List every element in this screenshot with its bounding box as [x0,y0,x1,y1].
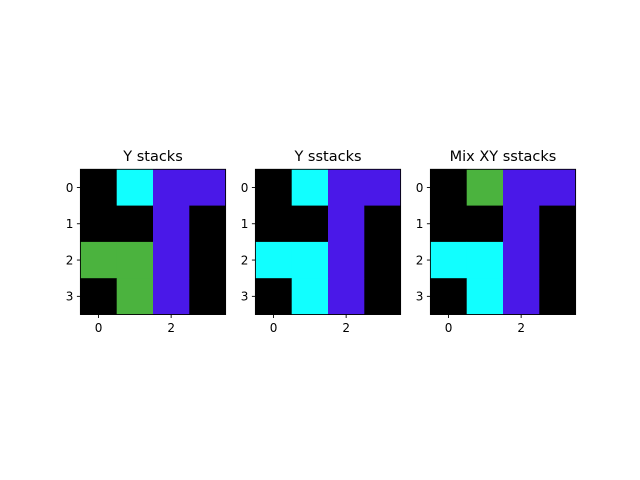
heatmap-cell [255,241,293,279]
heatmap-cell [189,205,226,243]
heatmap-cell [328,169,365,206]
heatmap-cell [116,205,154,243]
heatmap-cell [503,169,540,206]
x-tick-label: 0 [95,321,103,335]
x-tick-label: 0 [270,321,278,335]
y-tick-label: 3 [66,290,74,304]
axes-frame [429,168,577,315]
y-tick-label: 3 [241,290,249,304]
heatmap-cell [116,241,154,279]
heatmap-cell [466,241,504,279]
heatmap-cell [189,278,226,315]
heatmap-cell [255,278,293,315]
heatmap-cell [430,205,468,243]
heatmap-cell [503,241,540,279]
heatmap-cell [364,169,401,206]
x-tick-label: 2 [342,321,350,335]
heatmap-cell [291,241,329,279]
heatmap-cell [80,278,118,315]
x-tick-label: 2 [517,321,525,335]
heatmap-cell [328,241,365,279]
heatmap-cell [328,278,365,315]
panel-title: Mix XY sstacks [450,149,557,165]
heatmap-cell [503,278,540,315]
axes-frame [79,168,227,315]
heatmap-cell [291,169,329,206]
x-tick-label: 0 [445,321,453,335]
heatmap-cell [539,205,576,243]
y-tick-label: 0 [416,181,424,195]
y-tick-label: 2 [416,253,424,267]
heatmap-cell [328,205,365,243]
y-tick-label: 1 [66,217,74,231]
y-tick-label: 2 [66,253,74,267]
y-tick-label: 0 [66,181,74,195]
x-tick-label: 2 [167,321,175,335]
heatmap-cell [291,205,329,243]
heatmap-cell [466,169,504,206]
heatmap-cell [116,169,154,206]
heatmap-cell [430,278,468,315]
heatmap-cells [430,169,576,315]
y-tick-label: 3 [416,290,424,304]
heatmap-cell [539,169,576,206]
heatmap-cell [153,169,190,206]
heatmap-cell [430,169,468,206]
heatmap-cell [255,169,293,206]
heatmap-cell [539,278,576,315]
heatmap-cells [255,169,401,315]
y-tick-label: 1 [241,217,249,231]
heatmap-cell [466,278,504,315]
y-tick-label: 1 [416,217,424,231]
heatmap-cell [539,241,576,279]
y-tick-label: 0 [241,181,249,195]
heatmap-cell [291,278,329,315]
heatmap-cell [153,278,190,315]
heatmap-cell [153,241,190,279]
heatmap-cell [430,241,468,279]
heatmap-cell [80,241,118,279]
y-axis: 0 1 2 3 [416,181,431,304]
heatmap-cell [364,278,401,315]
heatmap-cell [466,205,504,243]
axes-frame [254,168,402,315]
heatmap-cell [255,205,293,243]
panel-title: Y stacks [122,149,183,165]
heatmap-cell [364,241,401,279]
y-axis: 0 1 2 3 [241,181,256,304]
heatmap-cells [80,169,226,315]
heatmap-cell [364,205,401,243]
heatmap-cell [503,205,540,243]
heatmap-cell [80,205,118,243]
heatmap-cell [116,278,154,315]
heatmap-cell [189,241,226,279]
heatmap-cell [153,205,190,243]
heatmap-cell [189,169,226,206]
y-axis: 0 1 2 3 [66,181,81,304]
y-tick-label: 2 [241,253,249,267]
panel-title: Y sstacks [293,149,361,165]
heatmap-cell [80,169,118,206]
